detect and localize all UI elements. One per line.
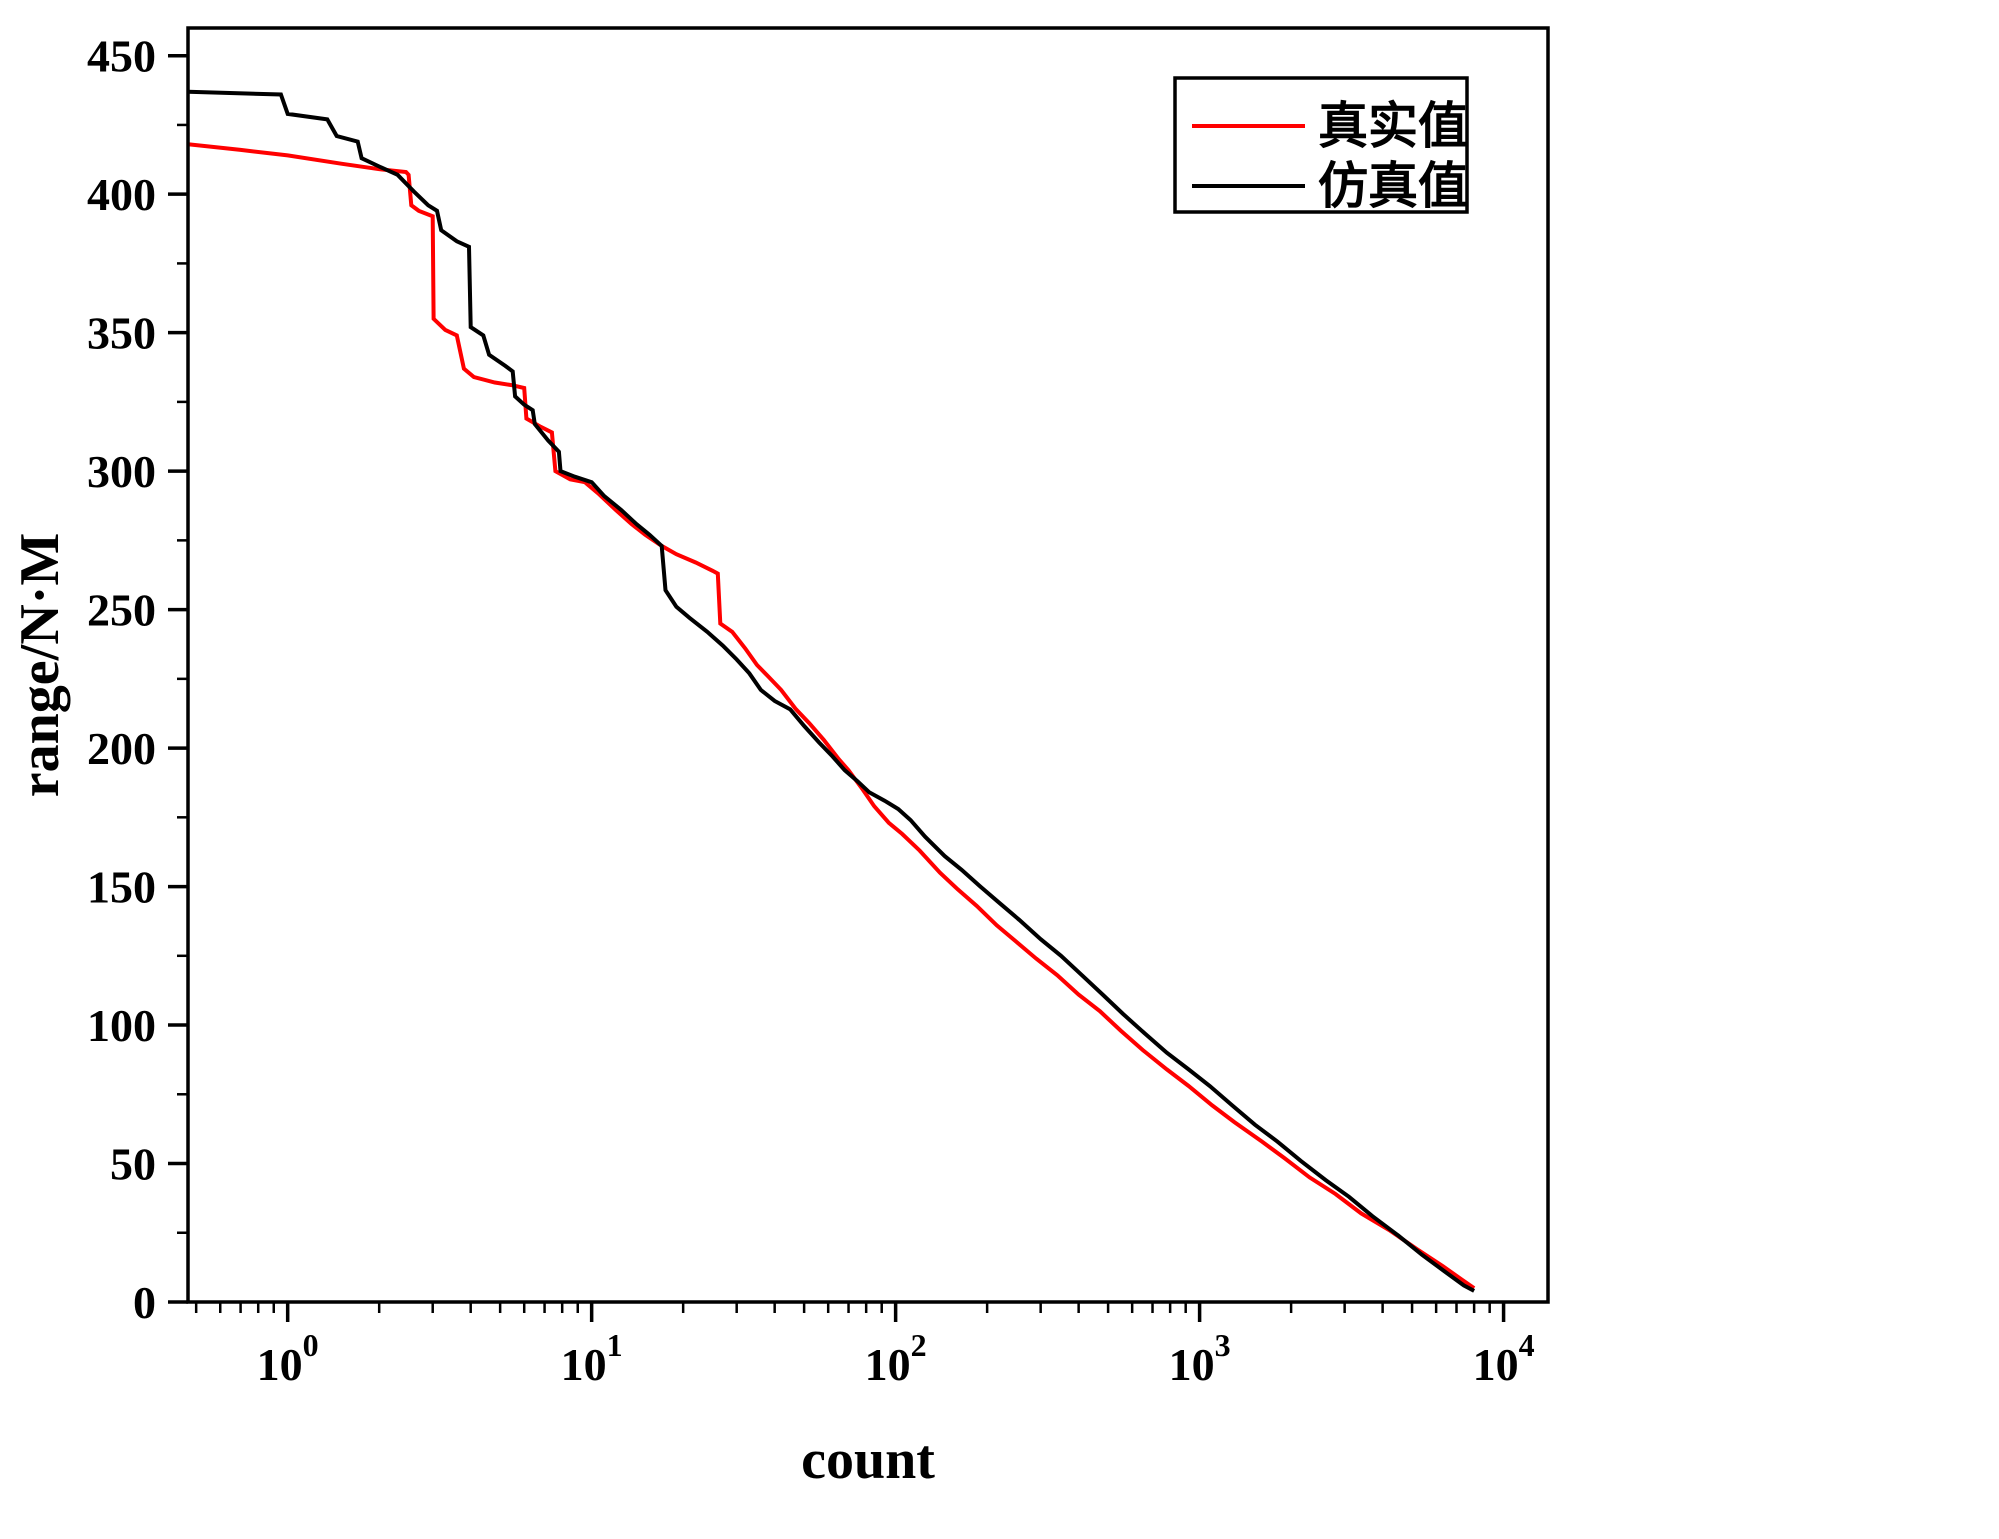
series-line-true-value bbox=[188, 142, 1476, 1290]
legend: 真实值 仿真值 bbox=[1173, 76, 1469, 214]
axis-ticks bbox=[168, 53, 1506, 1322]
y-tick-label: 250 bbox=[87, 585, 156, 636]
y-tick-label: 450 bbox=[87, 31, 156, 82]
series-lines bbox=[188, 89, 1476, 1293]
x-tick-label: 100 bbox=[257, 1327, 319, 1390]
y-tick-label: 300 bbox=[87, 446, 156, 497]
y-tick-label: 100 bbox=[87, 1000, 156, 1051]
x-tick-label: 102 bbox=[865, 1327, 927, 1390]
y-tick-label: 0 bbox=[133, 1277, 156, 1328]
axis-tick-labels: 100 101 102 103 104 0 50 100 150 200 250 300 350 400 4… bbox=[87, 31, 1535, 1390]
y-tick-label: 200 bbox=[87, 723, 156, 774]
series-line-simulated-value bbox=[188, 89, 1476, 1293]
y-tick-label: 400 bbox=[87, 169, 156, 220]
y-tick-label: 50 bbox=[110, 1139, 156, 1190]
legend-label-true-value: 真实值 bbox=[1318, 98, 1468, 154]
legend-label-simulated-value: 仿真值 bbox=[1318, 158, 1468, 214]
x-tick-label: 104 bbox=[1473, 1327, 1535, 1390]
y-tick-label: 150 bbox=[87, 862, 156, 913]
x-tick-label: 103 bbox=[1169, 1327, 1231, 1390]
legend-box bbox=[1173, 76, 1469, 214]
y-axis-title: range/N·M bbox=[9, 533, 71, 797]
x-tick-label: 101 bbox=[561, 1327, 623, 1390]
x-axis-title: count bbox=[801, 1429, 935, 1491]
y-tick-label: 350 bbox=[87, 308, 156, 359]
plot-border bbox=[186, 26, 1550, 1304]
